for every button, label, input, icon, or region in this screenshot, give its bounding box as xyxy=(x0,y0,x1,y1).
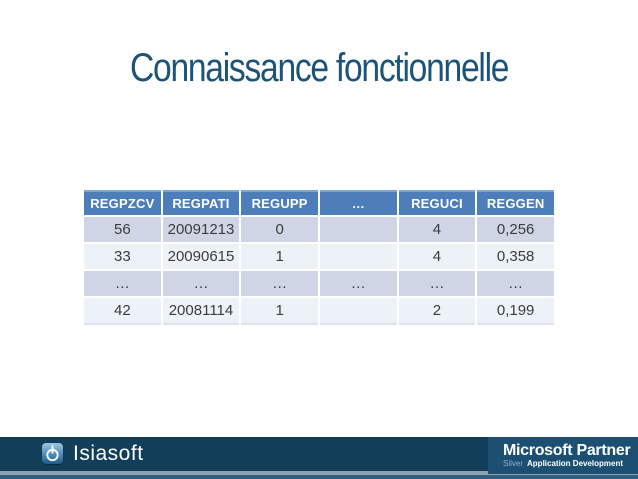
table-cell: 20081114 xyxy=(162,298,240,325)
table-header-cell: REGPZCV xyxy=(84,190,161,215)
table-header-cell: REGGEN xyxy=(477,190,554,215)
table-cell: … xyxy=(319,271,397,296)
footer-strip-dark xyxy=(0,475,638,479)
footer-strip-light xyxy=(0,471,638,475)
partner-level: Silver xyxy=(503,459,524,468)
isiasoft-brand-text: Isiasoft xyxy=(73,442,144,465)
partner-subtitle: Silver Application Development xyxy=(503,459,638,469)
title-container: Connaissance fonctionnelle xyxy=(0,46,638,91)
table-body: 56 20091213 0 4 0,256 33 20090615 1 4 0,… xyxy=(84,217,554,325)
isiasoft-shield-icon xyxy=(42,443,63,464)
table-cell: 33 xyxy=(84,244,161,269)
table-cell: 20090615 xyxy=(162,244,240,269)
table-cell xyxy=(319,244,397,269)
table-cell: 0,256 xyxy=(477,217,554,242)
table-cell: … xyxy=(84,271,161,296)
table-cell: … xyxy=(162,271,240,296)
table-cell: 4 xyxy=(398,217,476,242)
table-head: REGPZCV REGPATI REGUPP … REGUCI REGGEN xyxy=(84,190,554,215)
table-cell: … xyxy=(241,271,318,296)
table-header-cell: REGUCI xyxy=(398,190,476,215)
isiasoft-logo: Isiasoft xyxy=(42,443,144,464)
table-header-cell: REGPATI xyxy=(162,190,240,215)
data-table: REGPZCV REGPATI REGUPP … REGUCI REGGEN 5… xyxy=(82,188,556,327)
microsoft-partner-panel: Microsoft Partner Silver Application Deve… xyxy=(488,437,638,474)
table-cell: … xyxy=(398,271,476,296)
table-cell: 4 xyxy=(398,244,476,269)
table-row: … … … … … … xyxy=(84,271,554,296)
table-row: 56 20091213 0 4 0,256 xyxy=(84,217,554,242)
table-cell xyxy=(319,298,397,325)
table-row: 42 20081114 1 2 0,199 xyxy=(84,298,554,325)
partner-title: Microsoft Partner xyxy=(503,442,631,459)
table-cell xyxy=(319,217,397,242)
table-header-row: REGPZCV REGPATI REGUPP … REGUCI REGGEN xyxy=(84,190,554,215)
table-cell: 2 xyxy=(398,298,476,325)
table-cell: 1 xyxy=(241,298,318,325)
table-cell: 0,199 xyxy=(477,298,554,325)
partner-competency: Application Development xyxy=(527,459,624,468)
table-cell: 56 xyxy=(84,217,161,242)
table-row: 33 20090615 1 4 0,358 xyxy=(84,244,554,269)
table-cell: … xyxy=(477,271,554,296)
table-header-cell: REGUPP xyxy=(241,190,318,215)
table-cell: 0,358 xyxy=(477,244,554,269)
table-cell: 42 xyxy=(84,298,161,325)
table-cell: 1 xyxy=(241,244,318,269)
table-cell: 20091213 xyxy=(162,217,240,242)
table-cell: 0 xyxy=(241,217,318,242)
table-header-cell: … xyxy=(319,190,397,215)
slide-title: Connaissance fonctionnelle xyxy=(129,46,509,90)
